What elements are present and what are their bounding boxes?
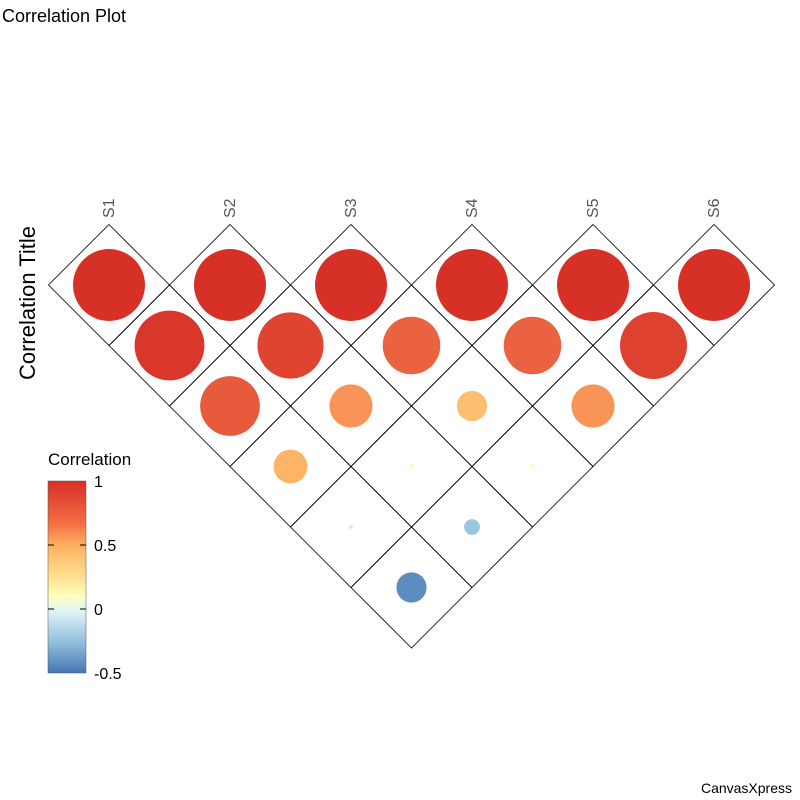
correlation-dot-S2-S3[interactable]	[257, 312, 324, 379]
variable-label-S2: S2	[222, 198, 239, 218]
correlation-dot-S1-S6[interactable]	[396, 572, 427, 603]
correlation-dot-S4-S4[interactable]	[436, 249, 508, 321]
correlation-dot-S1-S5[interactable]	[349, 525, 353, 529]
legend-title: Correlation	[48, 450, 131, 469]
legend-tick-label: 0.5	[94, 538, 116, 555]
correlation-dot-S2-S2[interactable]	[194, 249, 266, 321]
chart-title: Correlation Plot	[2, 6, 127, 26]
legend-colorbar	[47, 480, 87, 674]
correlation-dot-S3-S6[interactable]	[529, 463, 536, 470]
correlation-dot-S5-S5[interactable]	[557, 249, 629, 321]
brand-label: CanvasXpress	[700, 780, 792, 796]
correlation-dot-S5-S6[interactable]	[620, 312, 687, 379]
correlation-dot-S2-S6[interactable]	[464, 519, 480, 535]
variable-label-S1: S1	[101, 198, 118, 218]
variable-label-S3: S3	[343, 198, 360, 218]
variable-label-S5: S5	[585, 198, 602, 218]
legend-tick-label: -0.5	[94, 666, 122, 683]
correlation-dot-S2-S4[interactable]	[329, 384, 373, 428]
correlation-dot-S4-S5[interactable]	[503, 316, 562, 375]
cell-border	[652, 223, 776, 347]
correlation-dot-S3-S5[interactable]	[456, 390, 488, 422]
legend-tick-label: 0	[94, 602, 103, 619]
correlation-dot-S3-S3[interactable]	[315, 249, 387, 321]
correlation-dot-S1-S2[interactable]	[134, 310, 205, 381]
correlation-dot-S4-S6[interactable]	[571, 384, 615, 428]
correlation-dot-S2-S5[interactable]	[408, 463, 415, 470]
variable-label-S6: S6	[706, 198, 723, 218]
correlation-dot-S1-S3[interactable]	[200, 376, 260, 436]
correlation-dot-S3-S4[interactable]	[382, 316, 441, 375]
correlation-dot-S1-S4[interactable]	[273, 449, 308, 484]
legend-tick-label: 1	[94, 474, 103, 491]
variable-label-S4: S4	[464, 198, 481, 218]
correlation-dot-S1-S1[interactable]	[73, 249, 145, 321]
correlation-dot-S6-S6[interactable]	[678, 249, 750, 321]
